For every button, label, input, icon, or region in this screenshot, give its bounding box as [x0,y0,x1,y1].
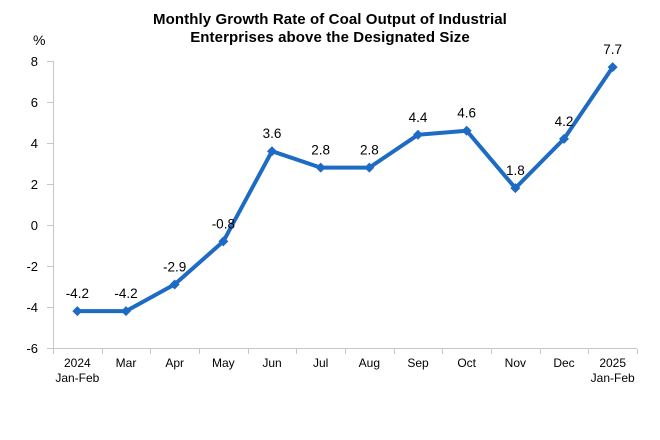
data-point-marker [218,236,229,247]
data-point-label: 4.2 [555,114,574,129]
y-tick-label: -6 [26,341,38,356]
data-point-marker [461,125,472,136]
y-tick-label: 2 [31,177,38,192]
x-tick-label: Mar [116,356,137,370]
y-tick-label: -2 [26,259,38,274]
data-point-label: 2.8 [311,143,330,158]
x-tick-label: Dec [553,356,574,370]
x-tick-label: Apr [165,356,184,370]
data-point-label: 4.4 [409,110,428,125]
y-tick-label: 6 [31,95,38,110]
x-tick-label: Aug [359,356,380,370]
data-point-marker [607,62,618,73]
x-tick-label: Sep [407,356,429,370]
data-point-marker [413,129,423,140]
data-point-marker [364,162,375,173]
data-point-marker [72,306,83,317]
data-point-marker [169,279,180,290]
y-tick-label: 4 [31,136,38,151]
chart-title: Monthly Growth Rate of Coal Output of In… [0,11,660,47]
data-point-label: 1.8 [506,163,525,178]
data-point-marker [315,162,326,173]
data-point-marker [559,133,569,144]
x-tick-label: Nov [505,356,526,370]
data-point-label: -0.8 [212,216,235,231]
y-tick-label: 0 [31,218,38,233]
x-tick-label: 2025 Jan-Feb [591,356,635,385]
x-tick-label: 2024 Jan-Feb [55,356,99,385]
data-point-label: 7.7 [603,42,622,57]
y-axis-unit-label: % [33,32,46,48]
data-point-label: -4.2 [66,286,89,301]
data-point-marker [510,183,521,194]
x-tick-label: Oct [457,356,476,370]
chart-title-line-1: Monthly Growth Rate of Coal Output of In… [153,11,507,28]
x-tick-label: Jun [262,356,281,370]
data-point-label: -2.9 [163,259,186,274]
series-line [75,65,615,314]
data-point-label: 2.8 [360,143,379,158]
data-point-marker [267,146,277,157]
data-point-label: 4.6 [457,106,476,121]
data-point-label: 3.6 [263,126,282,141]
chart-title-line-2: Enterprises above the Designated Size [190,29,470,46]
data-point-marker [121,306,131,317]
data-point-label: -4.2 [114,286,137,301]
y-tick-label: -4 [26,300,38,315]
x-tick-label: Jul [313,356,328,370]
x-tick-label: May [212,356,235,370]
y-tick-label: 8 [31,54,38,69]
